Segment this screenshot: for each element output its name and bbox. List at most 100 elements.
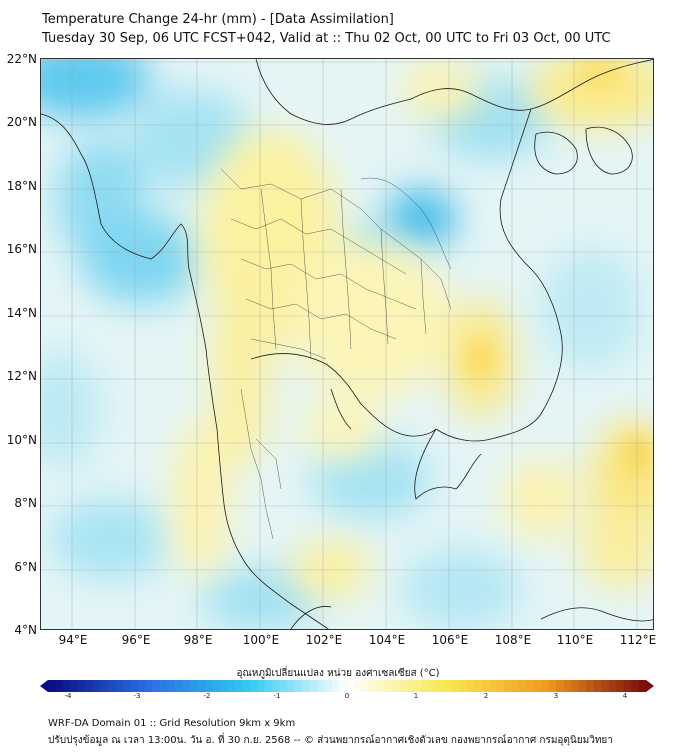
- colorbar-cell: [556, 680, 565, 692]
- colorbar-cell: [518, 680, 527, 692]
- lat-label-18n: 18°N: [6, 179, 37, 193]
- colorbar-tick-minus1: -1: [273, 692, 281, 700]
- colorbar-cell: [160, 680, 168, 692]
- colorbar-cell: [122, 680, 131, 692]
- lon-label-108e: 108°E: [494, 633, 532, 647]
- colorbar-cell: [92, 680, 101, 692]
- lat-label-4n: 4°N: [14, 623, 37, 637]
- lon-label-110e: 110°E: [556, 633, 594, 647]
- colorbar-cell: [287, 680, 295, 692]
- colorbar-cell: [578, 680, 587, 692]
- colorbar-cell: [466, 680, 475, 692]
- colorbar-tick-minus2: -2: [203, 692, 211, 700]
- colorbar-cell: [257, 680, 266, 692]
- colorbar-cell: [55, 680, 64, 692]
- colorbar-cell: [384, 680, 393, 692]
- colorbar-min-arrow: [40, 680, 48, 692]
- lat-label-8n: 8°N: [14, 496, 37, 510]
- lon-label-104e: 104°E: [368, 633, 406, 647]
- lat-label-22n: 22°N: [6, 52, 37, 66]
- colorbar-cell: [593, 680, 602, 692]
- colorbar-cells: [40, 680, 654, 692]
- colorbar-cell: [533, 680, 542, 692]
- colorbar-cell: [242, 680, 251, 692]
- colorbar-cell: [332, 680, 340, 692]
- colorbar-cell: [70, 680, 79, 692]
- colorbar-cell: [227, 680, 236, 692]
- colorbar-cell: [631, 680, 639, 692]
- colorbar-cell: [309, 680, 318, 692]
- colorbar-cell: [100, 680, 109, 692]
- colorbar-cell: [541, 680, 550, 692]
- colorbar-cell: [212, 680, 221, 692]
- colorbar-cell: [85, 680, 94, 692]
- colorbar-cell: [272, 680, 281, 692]
- lon-label-102e: 102°E: [305, 633, 343, 647]
- temperature-change-field: [41, 59, 653, 629]
- footer-update-info: ปรับปรุงข้อมูล ณ เวลา 13:00น. วัน อ. ที่…: [48, 735, 613, 746]
- colorbar-cell: [234, 680, 243, 692]
- colorbar-cell: [264, 680, 273, 692]
- colorbar: [40, 680, 654, 692]
- colorbar-title: อุณหภูมิเปลี่ยนแปลง หน่วย องศาเซลเซียส (…: [236, 668, 440, 679]
- colorbar-tick-minus4: -4: [64, 692, 72, 700]
- colorbar-cell: [623, 680, 632, 692]
- warming-peaks: [466, 59, 652, 474]
- colorbar-cell: [197, 680, 206, 692]
- lat-label-6n: 6°N: [14, 560, 37, 574]
- lat-label-16n: 16°N: [6, 242, 37, 256]
- colorbar-cell: [459, 680, 467, 692]
- colorbar-cell: [167, 680, 176, 692]
- coastlines: [41, 59, 653, 629]
- colorbar-cell: [107, 680, 116, 692]
- lon-label-98e: 98°E: [183, 633, 213, 647]
- colorbar-cell: [474, 680, 482, 692]
- colorbar-cell: [182, 680, 191, 692]
- colorbar-tick-0: 0: [344, 692, 350, 700]
- warming-areas: [171, 59, 653, 599]
- colorbar-cell: [302, 680, 310, 692]
- colorbar-cell: [48, 680, 56, 692]
- colorbar-cell: [130, 680, 138, 692]
- colorbar-cell: [586, 680, 594, 692]
- colorbar-cell: [62, 680, 71, 692]
- colorbar-cell: [601, 680, 609, 692]
- colorbar-cell: [354, 680, 363, 692]
- colorbar-cell: [249, 680, 258, 692]
- colorbar-cell: [638, 680, 647, 692]
- colorbar-cell: [137, 680, 146, 692]
- colorbar-cell: [361, 680, 370, 692]
- colorbar-cell: [406, 680, 415, 692]
- lon-label-94e: 94°E: [58, 633, 88, 647]
- colorbar-cell: [503, 680, 512, 692]
- lat-label-12n: 12°N: [6, 369, 37, 383]
- colorbar-cell: [563, 680, 572, 692]
- colorbar-cell: [608, 680, 617, 692]
- colorbar-cell: [399, 680, 408, 692]
- lon-label-106e: 106°E: [431, 633, 469, 647]
- colorbar-cell: [219, 680, 228, 692]
- colorbar-tick-minus3: -3: [133, 692, 141, 700]
- colorbar-cell: [347, 680, 355, 692]
- colorbar-cell: [317, 680, 325, 692]
- colorbar-cell: [339, 680, 348, 692]
- colorbar-cell: [414, 680, 423, 692]
- lat-label-20n: 20°N: [6, 115, 37, 129]
- colorbar-cell: [616, 680, 624, 692]
- colorbar-cell: [204, 680, 213, 692]
- footer-model-info: WRF-DA Domain 01 :: Grid Resolution 9km …: [48, 718, 296, 729]
- lon-label-100e: 100°E: [242, 633, 280, 647]
- lon-label-96e: 96°E: [121, 633, 151, 647]
- map-subtitle: Tuesday 30 Sep, 06 UTC FCST+042, Valid a…: [42, 31, 611, 46]
- colorbar-tick-2: 2: [483, 692, 489, 700]
- colorbar-cell: [436, 680, 445, 692]
- colorbar-cell: [444, 680, 452, 692]
- colorbar-cell: [526, 680, 535, 692]
- colorbar-cell: [369, 680, 378, 692]
- colorbar-max-arrow: [646, 680, 654, 692]
- colorbar-tick-4: 4: [622, 692, 628, 700]
- colorbar-cell: [175, 680, 183, 692]
- colorbar-tick-1: 1: [413, 692, 419, 700]
- colorbar-cell: [548, 680, 557, 692]
- colorbar-cell: [294, 680, 303, 692]
